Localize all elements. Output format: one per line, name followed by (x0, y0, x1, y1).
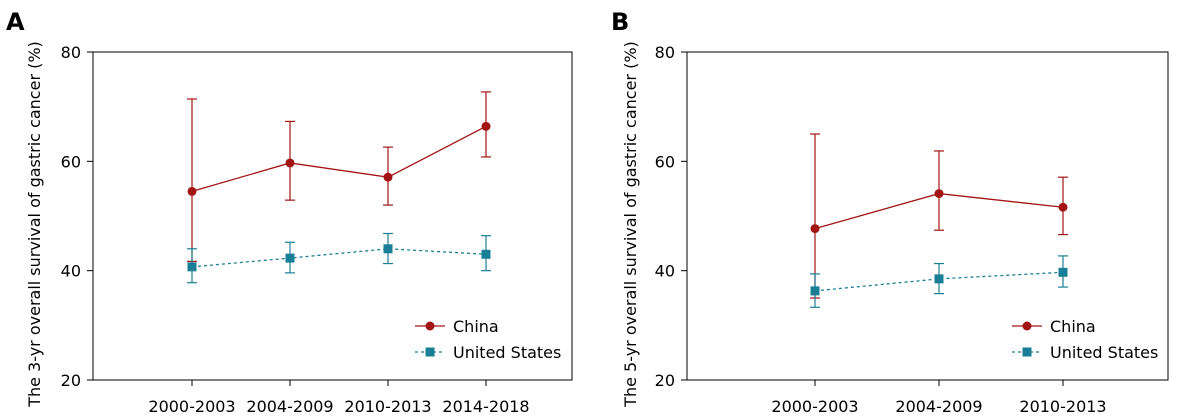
panel-b: B 20 40 60 80 2000-2003 2004-2009 2010-2013 The … (611, 8, 1169, 416)
data-point (383, 172, 393, 182)
y-tick-label: 20 (655, 371, 675, 390)
data-point (187, 262, 197, 272)
y-tick-label: 40 (61, 262, 81, 281)
plot-frame (92, 51, 573, 381)
data-point (934, 189, 944, 199)
x-tick-label: 2004-2009 (246, 397, 333, 416)
legend: China United States (1012, 317, 1158, 362)
data-point (285, 253, 295, 263)
series-united-states (810, 255, 1068, 308)
legend-marker (1022, 321, 1032, 331)
x-tick-label: 2014-2018 (442, 397, 529, 416)
panel-letter: B (611, 8, 629, 36)
y-tick-label: 60 (61, 152, 81, 171)
y-axis-label: The 5-yr overall survival of gastric can… (621, 41, 640, 408)
y-tick-label: 40 (655, 262, 675, 281)
data-point (1058, 267, 1068, 277)
data-point (1058, 202, 1068, 212)
series-line (191, 125, 487, 193)
y-tick-label: 80 (655, 43, 675, 62)
legend-marker (1022, 347, 1032, 357)
legend: China United States (415, 317, 561, 362)
data-point (481, 249, 491, 259)
data-point (383, 244, 393, 254)
x-tick-label: 2010-2013 (344, 397, 431, 416)
plot-frame (686, 51, 1169, 381)
x-tick-label: 2004-2009 (895, 397, 982, 416)
legend-label: China (453, 317, 499, 336)
y-tick-label: 60 (655, 152, 675, 171)
legend-label: United States (453, 343, 561, 362)
series-united-states (187, 232, 491, 284)
series-line (191, 248, 487, 268)
legend-marker (425, 347, 435, 357)
series-china (187, 91, 491, 262)
x-tick-label: 2000-2003 (771, 397, 858, 416)
x-tick-label: 2010-2013 (1019, 397, 1106, 416)
series-china (810, 133, 1068, 299)
legend-label: China (1050, 317, 1096, 336)
panel-a: A 20 40 60 80 2000-2003 2004-2009 2010-2013 2014… (6, 8, 573, 416)
x-tick-label: 2000-2003 (148, 397, 235, 416)
legend-label: United States (1050, 343, 1158, 362)
y-axis-label: The 3-yr overall survival of gastric can… (25, 41, 44, 408)
data-point (285, 158, 295, 168)
y-tick-label: 20 (61, 371, 81, 390)
data-point (187, 186, 197, 196)
data-point (810, 224, 820, 234)
data-point (934, 274, 944, 284)
y-tick-label: 80 (61, 43, 81, 62)
panel-letter: A (6, 8, 25, 36)
legend-marker (425, 321, 435, 331)
data-point (481, 121, 491, 131)
data-point (810, 286, 820, 296)
